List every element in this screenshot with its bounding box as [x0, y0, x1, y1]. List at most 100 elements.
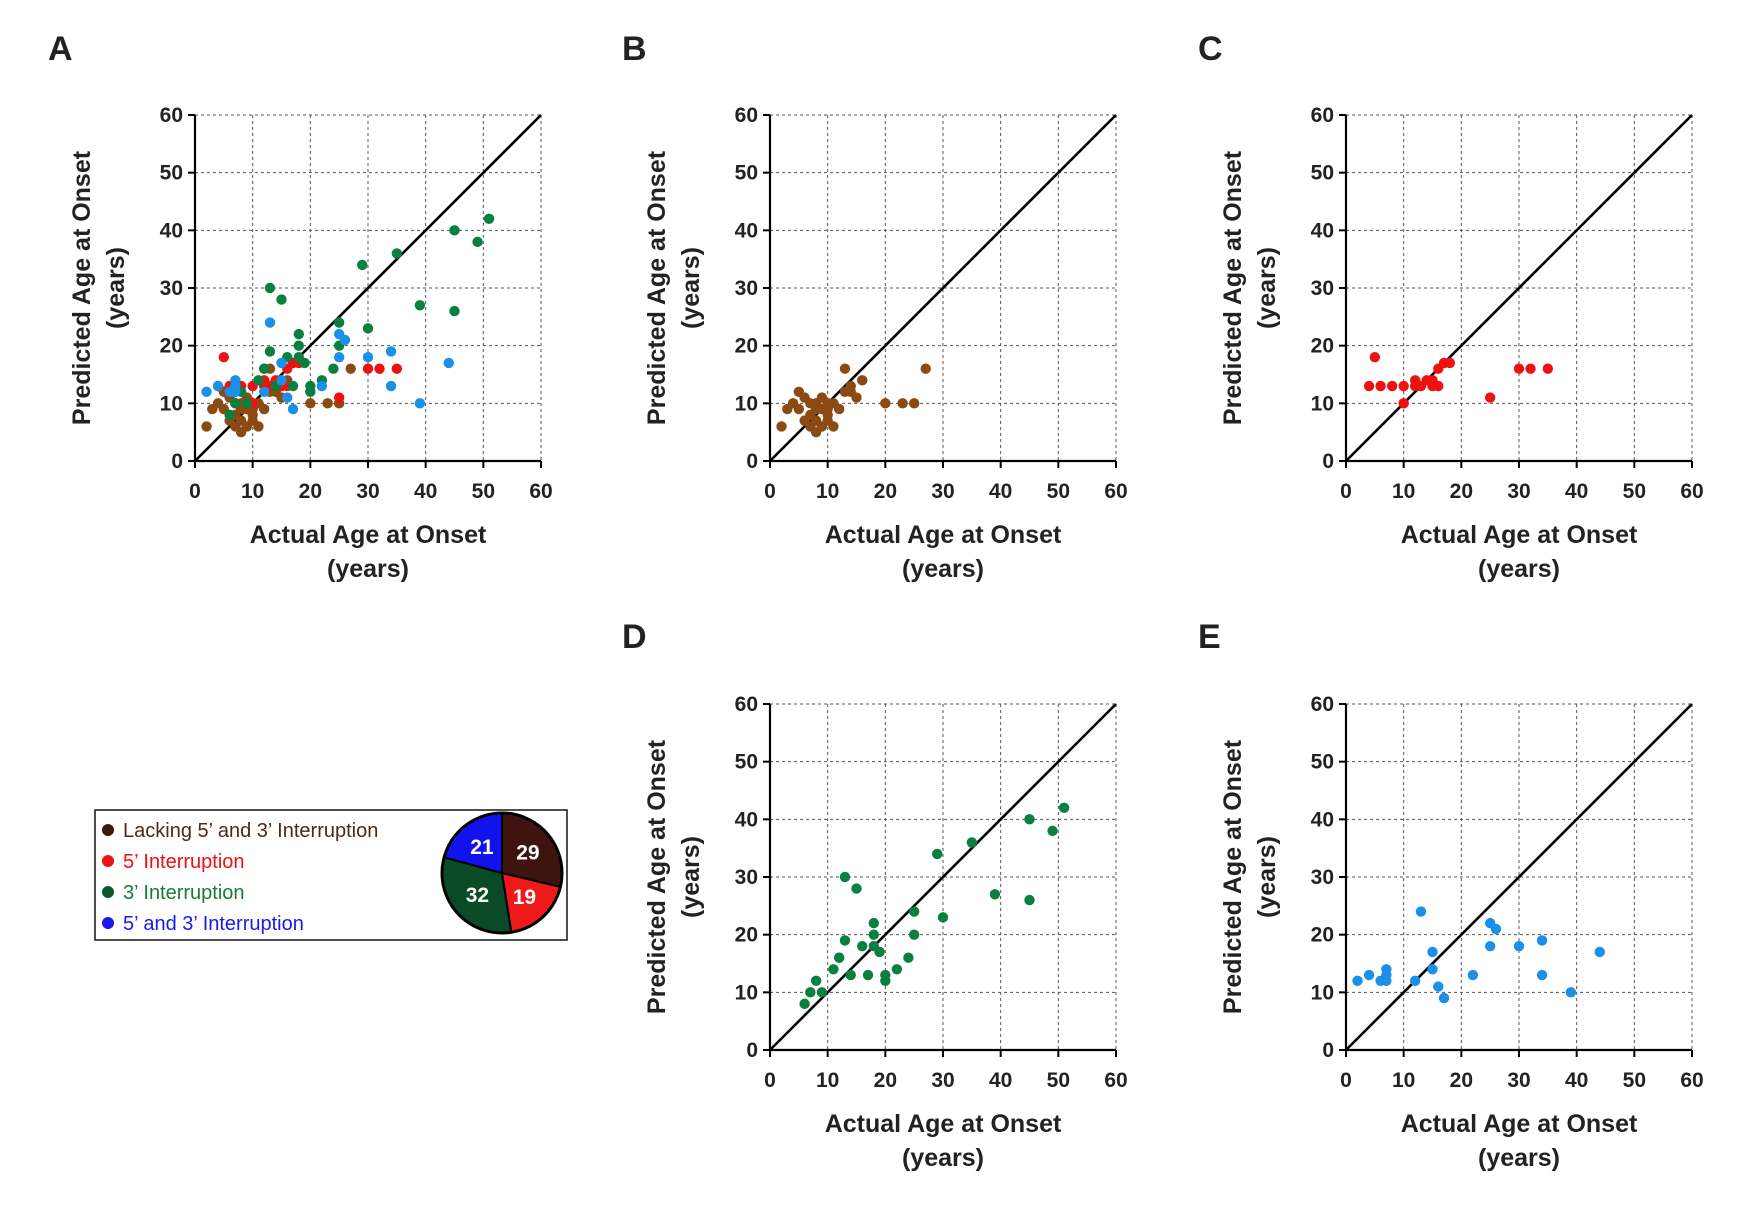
x-tick-label: 60	[1680, 480, 1703, 503]
x-tick-label: 50	[1047, 480, 1070, 503]
x-tick-label: 40	[1565, 1069, 1588, 1092]
data-point	[891, 964, 903, 975]
identity-line	[769, 703, 1117, 1051]
x-axis-label: Actual Age at Onset	[1401, 1110, 1638, 1138]
data-point	[483, 213, 495, 224]
pie-slice-label: 32	[466, 884, 489, 907]
data-point	[1398, 380, 1409, 392]
y-axis-label: Predicted Age at Onset	[68, 150, 96, 425]
data-point	[299, 357, 310, 369]
panel-letter: E	[1198, 618, 1221, 656]
x-tick-label: 30	[1507, 480, 1530, 503]
y-tick-label: 40	[735, 808, 758, 831]
y-axis-label: Predicted Age at Onset	[643, 739, 671, 1014]
data-point	[793, 403, 805, 415]
y-axis-label: (years)	[677, 836, 705, 918]
y-tick-label: 30	[735, 277, 758, 300]
data-point	[449, 225, 460, 236]
x-tick-label: 40	[989, 1069, 1012, 1092]
x-tick-label: 10	[816, 1069, 839, 1092]
y-axis-label: Predicted Age at Onset	[1219, 739, 1247, 1014]
data-point	[851, 392, 862, 403]
y-tick-label: 0	[1322, 1039, 1334, 1062]
data-point	[1490, 923, 1502, 935]
data-point	[862, 969, 874, 981]
x-axis-label: (years)	[1478, 555, 1560, 583]
series-points	[201, 363, 356, 438]
data-point	[362, 352, 374, 363]
data-point	[1484, 392, 1496, 403]
data-point	[328, 363, 339, 374]
data-point	[776, 421, 787, 432]
scatter-panel-A: A 0 10 20 30 40 50 60 0 10 20 30 40 50 60 Actual Age at…	[48, 30, 553, 583]
data-point	[1536, 935, 1548, 946]
data-point	[218, 352, 230, 363]
y-axis-label: (years)	[677, 247, 705, 329]
data-point	[1024, 894, 1035, 906]
data-point	[391, 363, 403, 374]
data-point	[966, 837, 978, 848]
y-tick-label: 60	[1311, 693, 1334, 716]
data-point	[339, 334, 351, 346]
data-point	[839, 871, 851, 883]
data-point	[1047, 825, 1058, 837]
data-point	[264, 346, 276, 357]
data-point	[1433, 380, 1444, 392]
data-point	[443, 357, 454, 369]
y-tick-label: 30	[735, 866, 758, 889]
data-point	[1484, 941, 1496, 952]
data-point	[908, 398, 920, 409]
series-points	[799, 802, 1070, 1010]
x-axis-label: Actual Age at Onset	[1401, 521, 1638, 549]
x-tick-label: 10	[816, 480, 839, 503]
data-point	[333, 392, 345, 403]
data-point	[937, 912, 949, 923]
data-point	[333, 317, 345, 328]
data-point	[212, 380, 224, 392]
data-point	[880, 398, 891, 409]
data-point	[932, 848, 943, 860]
legend-item-label: Lacking 5’ and 3’ Interruption	[123, 820, 378, 842]
series-points	[1352, 906, 1605, 1004]
data-point	[857, 941, 868, 952]
y-tick-label: 0	[1322, 450, 1334, 473]
data-point	[385, 346, 397, 357]
data-point	[333, 352, 345, 363]
data-point	[362, 363, 374, 374]
data-point	[357, 259, 368, 271]
data-point	[908, 929, 920, 940]
x-tick-label: 10	[1392, 480, 1415, 503]
data-point	[287, 380, 299, 392]
data-point	[276, 357, 287, 369]
data-point	[345, 363, 356, 374]
data-point	[805, 987, 816, 998]
x-tick-label: 10	[241, 480, 264, 503]
data-point	[230, 386, 241, 397]
y-tick-label: 20	[735, 335, 758, 358]
data-point	[799, 998, 810, 1010]
data-point	[1024, 814, 1035, 825]
x-tick-label: 30	[1507, 1069, 1530, 1092]
data-point	[1467, 969, 1479, 981]
pie-slice-label: 21	[470, 836, 494, 859]
x-axis-label: Actual Age at Onset	[825, 521, 1062, 549]
y-tick-label: 50	[735, 751, 758, 774]
data-point	[1433, 981, 1444, 992]
data-point	[1369, 352, 1381, 363]
data-point	[1398, 398, 1409, 409]
y-tick-label: 20	[735, 924, 758, 947]
data-point	[259, 386, 270, 397]
data-point	[834, 403, 845, 415]
x-tick-label: 20	[1450, 480, 1473, 503]
x-tick-label: 60	[529, 480, 552, 503]
pie-outline	[440, 811, 564, 935]
data-point	[1363, 969, 1375, 981]
scatter-panel-C: C 0 10 20 30 40 50 60 0 10 20 30 40 50 60 Actual Age at…	[1198, 30, 1704, 583]
identity-line	[1345, 703, 1693, 1051]
y-tick-label: 30	[1311, 277, 1334, 300]
x-tick-label: 30	[356, 480, 379, 503]
data-point	[253, 421, 264, 432]
pie-slice-label: 19	[513, 886, 536, 909]
y-axis-label: (years)	[1253, 247, 1281, 329]
data-point	[857, 375, 868, 386]
